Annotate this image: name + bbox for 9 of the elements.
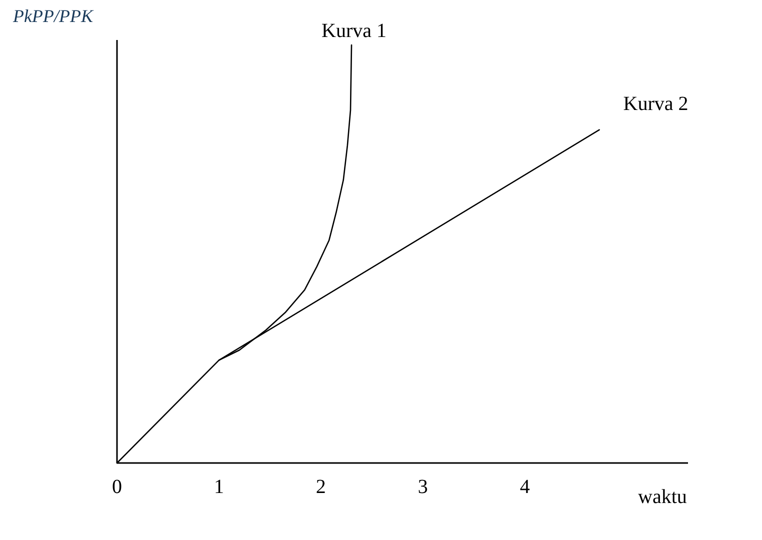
x-tick-label: 3 bbox=[418, 476, 428, 498]
series-label: Kurva 2 bbox=[623, 92, 688, 115]
x-tick-label: 1 bbox=[214, 476, 224, 498]
y-axis-title: PkPP/PPK bbox=[12, 6, 94, 26]
x-axis-title: waktu bbox=[638, 486, 687, 508]
x-tick-label: 0 bbox=[112, 476, 122, 498]
series-label: Kurva 1 bbox=[322, 20, 386, 42]
x-tick-label: 2 bbox=[316, 476, 326, 498]
x-tick-label: 4 bbox=[520, 476, 530, 498]
